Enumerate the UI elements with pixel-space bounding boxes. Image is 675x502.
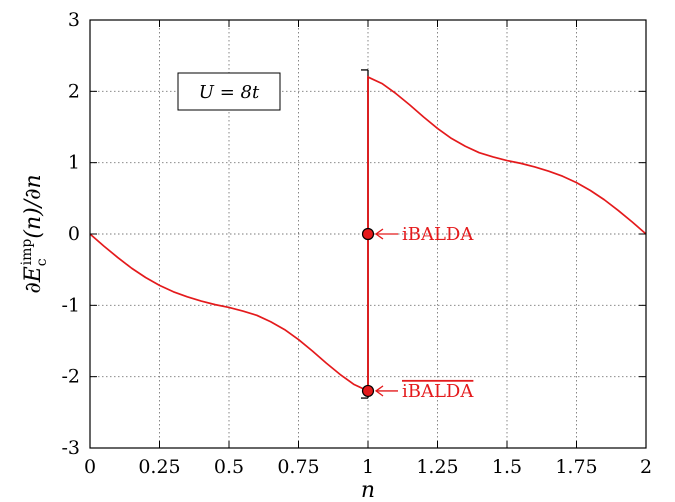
x-tick-label: 1.75 (555, 456, 597, 478)
annotation-label: iBALDA (402, 381, 474, 402)
y-tick-label: -1 (61, 294, 80, 316)
data-point-marker (361, 384, 375, 398)
x-tick-label: 1 (362, 456, 374, 478)
y-tick-label: 0 (68, 223, 80, 245)
x-tick-label: 0.25 (138, 456, 180, 478)
annotation-arrowhead (374, 228, 384, 240)
annotation-box-label: U = 8t (199, 82, 260, 103)
tick-layer: 0 0.25 0.5 0.75 1 1.25 1.5 1.75 2 -3 -2 -1 0 1 2 3 (61, 9, 652, 478)
y-tick-label: 2 (68, 80, 80, 102)
y-tick-label: -3 (61, 437, 80, 459)
annotation-box: U = 8t (177, 72, 281, 111)
data-point-marker (361, 227, 375, 241)
x-tick-label: 1.25 (416, 456, 458, 478)
annotation-label: iBALDA (402, 224, 474, 245)
x-tick-label: 0 (84, 456, 96, 478)
x-tick-label: 2 (640, 456, 652, 478)
x-tick-label: 1.5 (492, 456, 522, 478)
x-tick-label: 0.75 (277, 456, 319, 478)
data-layer: iBALDA iBALDA (89, 69, 647, 402)
y-tick-label: 3 (68, 9, 80, 31)
y-tick-label: -2 (61, 366, 80, 388)
annotation-arrowhead (374, 385, 384, 397)
y-tick-label: 1 (68, 152, 80, 174)
y-axis-label-text: ∂Ecimp(n)/∂n (19, 174, 50, 293)
x-tick-label: 0.5 (214, 456, 244, 478)
y-axis-label: ∂Ecimp(n)/∂n (19, 174, 50, 293)
x-axis-label: n (361, 478, 375, 502)
